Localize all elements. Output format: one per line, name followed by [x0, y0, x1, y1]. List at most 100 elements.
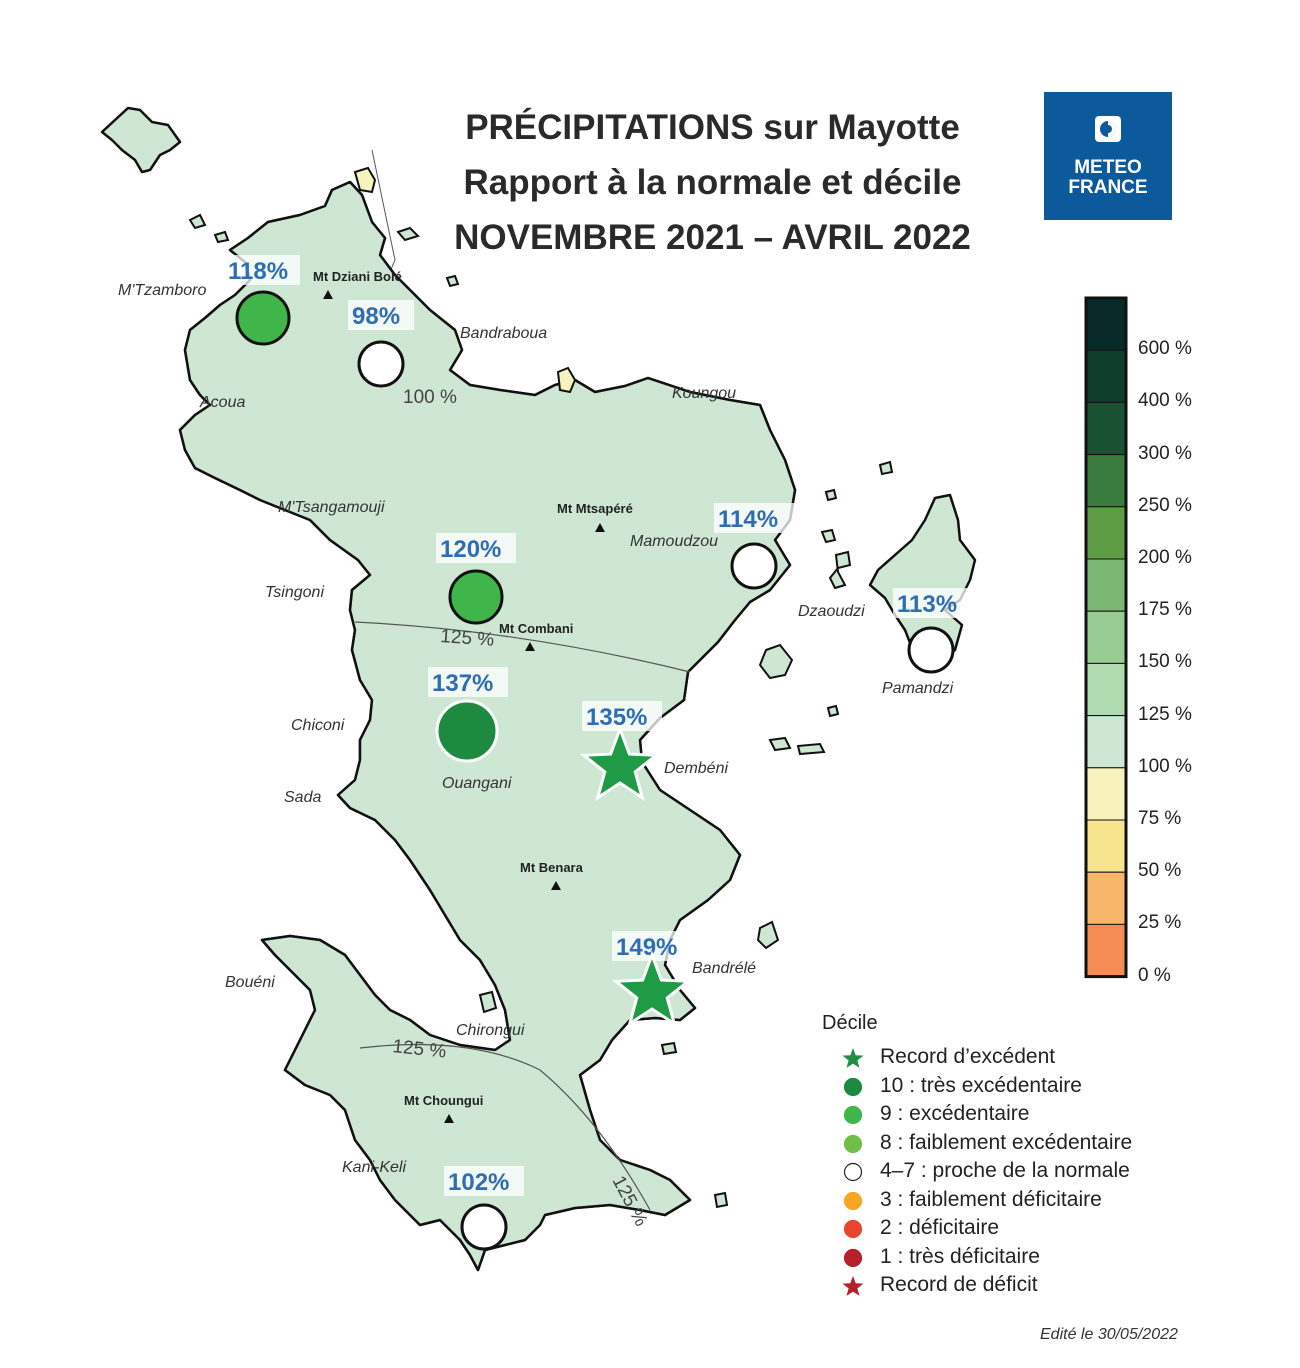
station-value: 98% — [352, 303, 400, 330]
station-marker — [235, 290, 291, 346]
legend-item: 10 : très excédentaire — [822, 1073, 1222, 1101]
legend-circle-icon — [843, 1191, 863, 1211]
color-scale-label: 100 % — [1138, 756, 1192, 777]
color-scale-label: 300 % — [1138, 443, 1192, 464]
islet-mtzamboro — [100, 106, 182, 174]
station-marker — [730, 542, 778, 590]
place-label: Kani-Keli — [342, 1159, 406, 1176]
color-scale-segment — [1085, 923, 1127, 978]
legend-item: Record d’excédent — [822, 1044, 1222, 1072]
legend-item: 1 : très déficitaire — [822, 1244, 1222, 1272]
place-label: Sada — [284, 789, 321, 806]
meteo-france-logo: METEO FRANCE — [1044, 92, 1172, 220]
place-label: Bandrélé — [692, 960, 756, 977]
legend-item-label: Record de déficit — [880, 1273, 1038, 1296]
color-scale-segment — [1085, 819, 1127, 873]
color-scale-label: 175 % — [1138, 599, 1192, 620]
station-marker — [357, 340, 405, 388]
peak-triangle-icon — [595, 523, 605, 532]
isoline-125-north — [354, 621, 691, 673]
title-line-1: PRÉCIPITATIONS sur Mayotte — [465, 108, 960, 147]
color-scale-segment — [1085, 401, 1127, 456]
title-line-3: NOVEMBRE 2021 – AVRIL 2022 — [454, 218, 971, 257]
color-scale-label: 125 % — [1138, 704, 1192, 725]
logo-line-2: FRANCE — [1068, 177, 1148, 198]
peak-triangle-icon — [551, 881, 561, 890]
legend-star-icon — [842, 1048, 864, 1068]
color-scale-frame — [1084, 296, 1128, 979]
legend-item-label: Record d’excédent — [880, 1045, 1056, 1068]
color-scale-segment — [1085, 662, 1127, 717]
place-label: Ouangani — [442, 775, 512, 792]
station-value: 118% — [228, 258, 288, 285]
decile-legend: Décile Record d’excédent 10 : très excéde… — [822, 1012, 1132, 1296]
station-value: 114% — [718, 506, 778, 533]
legend-item-label: 3 : faiblement déficitaire — [880, 1188, 1102, 1211]
place-label: Tsingoni — [265, 584, 324, 601]
peak-label: Mt Choungui — [404, 1093, 483, 1108]
color-scale-label: 200 % — [1138, 547, 1192, 568]
color-scale-label: 400 % — [1138, 390, 1192, 411]
color-scale-segment — [1085, 715, 1127, 769]
color-scale-label: 75 % — [1138, 808, 1182, 829]
color-scale-segment — [1085, 871, 1127, 925]
peak-triangle-icon — [444, 1114, 454, 1123]
place-label: Bandraboua — [460, 325, 547, 342]
station-value: 102% — [448, 1169, 509, 1196]
station-marker — [579, 724, 661, 802]
legend-item: 9 : excédentaire — [822, 1101, 1222, 1129]
legend-item: 4–7 : proche de la normale — [822, 1158, 1222, 1186]
meteo-france-logo-icon — [1095, 116, 1121, 142]
place-label: Bouéni — [225, 974, 275, 991]
place-label: Chirongui — [456, 1022, 525, 1039]
isoline-label: 100 % — [403, 387, 457, 408]
map-title: PRÉCIPITATIONS sur Mayotte Rapport à la … — [430, 100, 995, 265]
place-label: M'Tzamboro — [118, 282, 207, 299]
station-value: 137% — [432, 670, 493, 697]
legend-item: 8 : faiblement excédentaire — [822, 1130, 1222, 1158]
color-scale-segment — [1085, 454, 1127, 508]
title-line-2: Rapport à la normale et décile — [463, 163, 962, 202]
place-label: Chiconi — [291, 717, 345, 734]
legend-circle-icon — [843, 1105, 863, 1125]
place-label: Acoua — [199, 394, 245, 411]
legend-item-label: 10 : très excédentaire — [880, 1074, 1082, 1097]
color-scale-segment — [1085, 349, 1127, 403]
color-scale-segment — [1085, 558, 1127, 612]
place-label: Dembéni — [664, 760, 728, 777]
color-scale-segment — [1085, 610, 1127, 664]
color-scale-label: 0 % — [1138, 965, 1171, 986]
place-label: Koungou — [672, 385, 736, 402]
peak-triangle-icon — [525, 642, 535, 651]
edit-date: Edité le 30/05/2022 — [1040, 1326, 1178, 1343]
legend-item-label: 4–7 : proche de la normale — [880, 1159, 1130, 1182]
logo-line-1: METEO — [1074, 157, 1142, 178]
station-marker — [435, 699, 499, 763]
color-scale-segment — [1085, 506, 1127, 560]
isoline-125-south — [359, 1043, 651, 1211]
legend-item: 3 : faiblement déficitaire — [822, 1187, 1222, 1215]
color-scale-bar — [1084, 296, 1128, 979]
peak-label: Mt Dziani Bolé — [313, 269, 402, 284]
color-scale-label: 250 % — [1138, 495, 1192, 516]
legend-item: Record de déficit — [822, 1272, 1222, 1300]
station-marker — [611, 950, 693, 1028]
place-label: M'Tsangamouji — [278, 499, 385, 516]
place-label: Pamandzi — [882, 680, 954, 697]
small-islets — [188, 213, 894, 1209]
peak-triangle-icon — [323, 290, 333, 299]
legend-item-label: 9 : excédentaire — [880, 1102, 1030, 1125]
color-scale-label: 50 % — [1138, 860, 1182, 881]
legend-circle-icon — [843, 1077, 863, 1097]
station-marker — [907, 626, 955, 674]
peak-label: Mt Combani — [499, 621, 573, 636]
legend-circle-icon — [843, 1134, 863, 1154]
islet-north-yellow — [353, 166, 377, 194]
station-value: 113% — [897, 591, 957, 618]
station-marker — [448, 569, 504, 625]
station-value: 135% — [586, 704, 647, 731]
islet-koungou — [556, 366, 577, 394]
station-marker — [460, 1203, 508, 1251]
legend-star-icon — [842, 1276, 864, 1296]
